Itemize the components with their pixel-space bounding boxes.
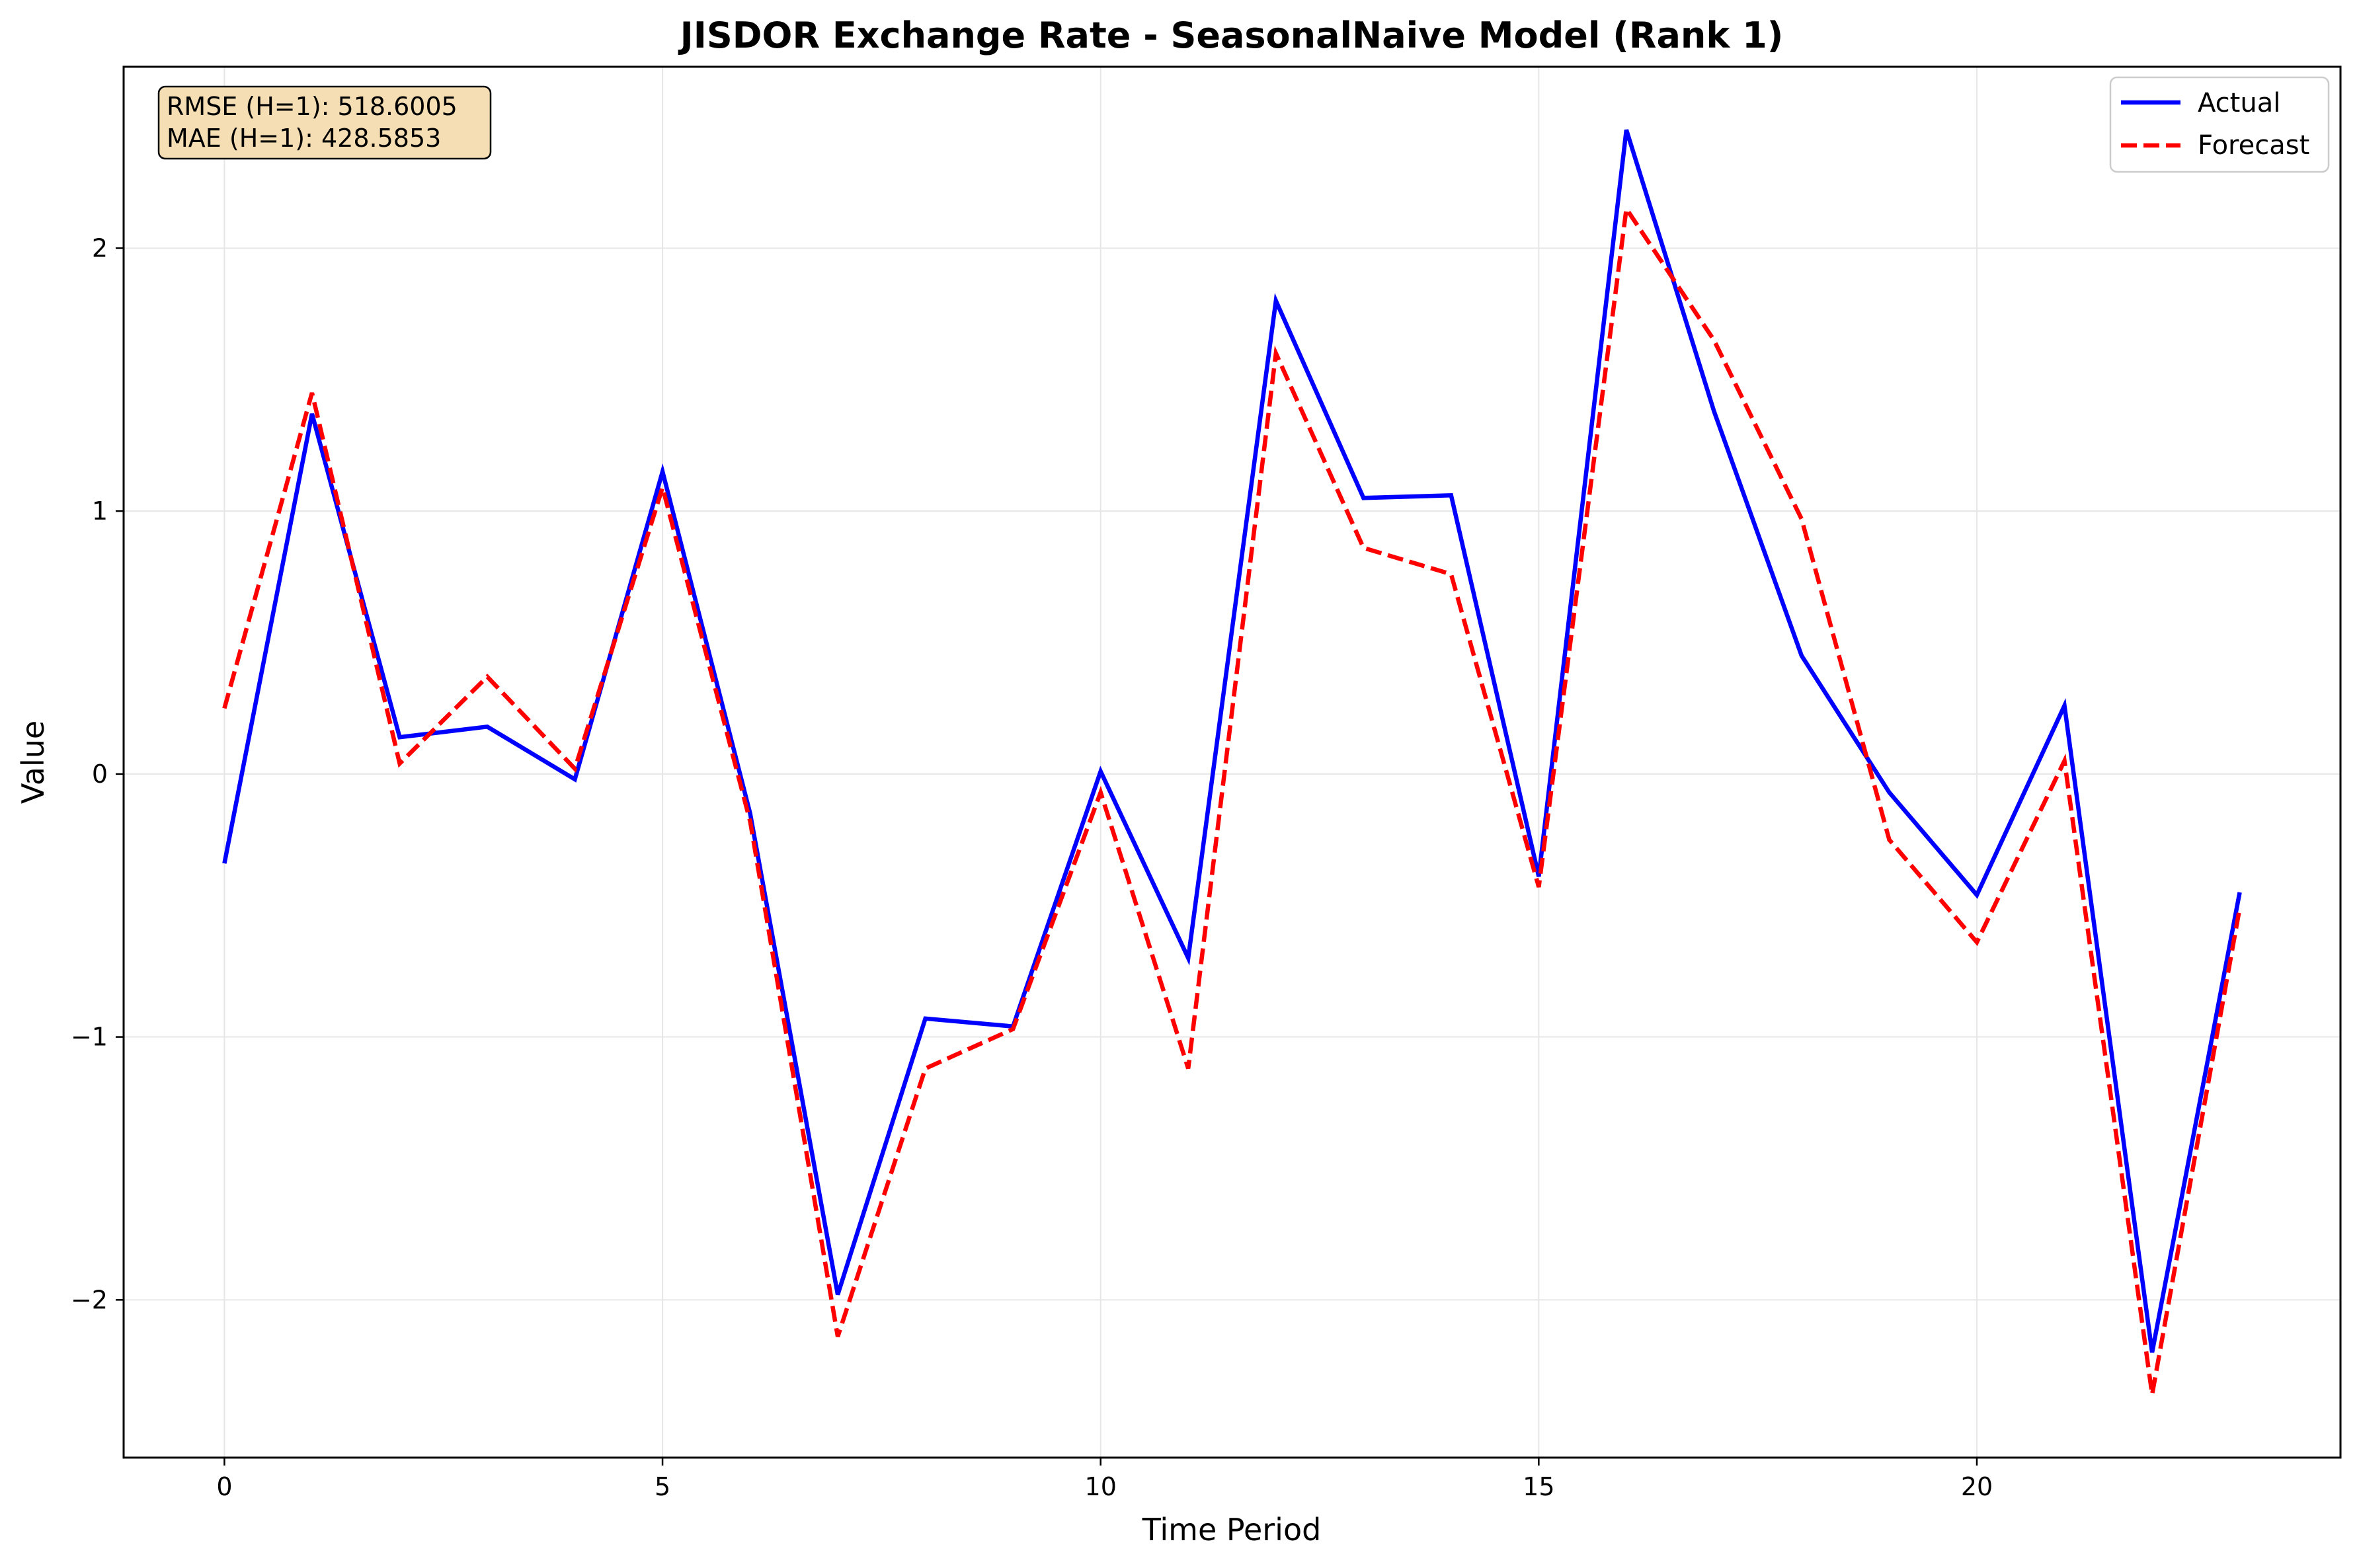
x-tick-label: 0	[216, 1472, 232, 1501]
series-lines	[222, 129, 2242, 1395]
x-tick-label: 5	[655, 1472, 670, 1501]
legend-label-forecast: Forecast	[2198, 130, 2309, 161]
x-tick-label: 10	[1085, 1472, 1117, 1501]
series-line-actual	[222, 129, 2242, 1353]
y-tick-label: 0	[92, 760, 108, 789]
legend-label-actual: Actual	[2198, 88, 2280, 118]
series-line-forecast	[222, 202, 2242, 1395]
x-axis-label: Time Period	[1142, 1512, 1322, 1548]
rmse-metric: RMSE (H=1): 518.6005	[167, 92, 458, 121]
y-tick-label: −1	[71, 1023, 108, 1052]
x-tick-label: 15	[1523, 1472, 1554, 1501]
y-axis-label: Value	[15, 721, 51, 804]
metrics-box: RMSE (H=1): 518.6005 MAE (H=1): 428.5853	[157, 85, 492, 160]
metrics-box-background	[157, 85, 492, 160]
grid-lines	[124, 67, 2340, 1458]
y-tick-label: 1	[92, 496, 108, 526]
mae-metric: MAE (H=1): 428.5853	[167, 124, 441, 153]
plot-frame	[122, 65, 2342, 1459]
y-tick-label: −2	[71, 1285, 108, 1314]
y-tick-label: 2	[92, 233, 108, 262]
x-tick-label: 20	[1961, 1472, 1993, 1501]
axis-ticks: 0 5 10 15 20 −2 −1 0 1 2	[71, 233, 1993, 1501]
chart-title: JISDOR Exchange Rate - SeasonalNaive Mod…	[678, 15, 1784, 56]
legend: Actual Forecast	[2109, 76, 2330, 173]
